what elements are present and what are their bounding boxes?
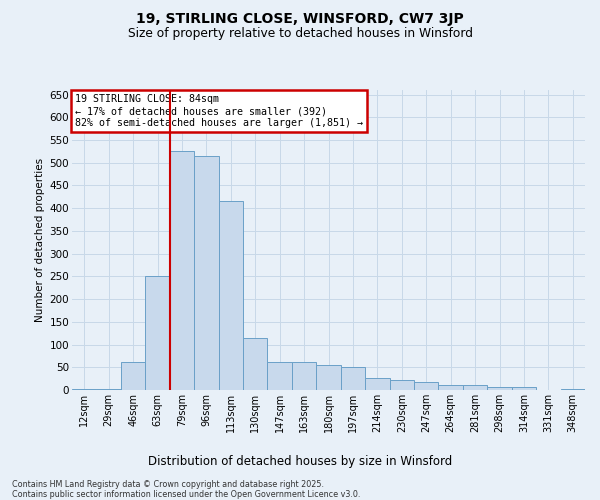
- Bar: [268, 362, 292, 390]
- Bar: [463, 386, 487, 390]
- Bar: [560, 389, 585, 390]
- Bar: [414, 382, 439, 390]
- Bar: [292, 362, 316, 390]
- Bar: [243, 338, 268, 390]
- Bar: [194, 156, 218, 390]
- Text: Distribution of detached houses by size in Winsford: Distribution of detached houses by size …: [148, 454, 452, 468]
- Bar: [487, 387, 512, 390]
- Bar: [316, 365, 341, 390]
- Bar: [170, 152, 194, 390]
- Text: Size of property relative to detached houses in Winsford: Size of property relative to detached ho…: [128, 28, 473, 40]
- Bar: [512, 387, 536, 390]
- Bar: [218, 202, 243, 390]
- Bar: [121, 362, 145, 390]
- Bar: [97, 389, 121, 390]
- Text: 19, STIRLING CLOSE, WINSFORD, CW7 3JP: 19, STIRLING CLOSE, WINSFORD, CW7 3JP: [136, 12, 464, 26]
- Bar: [365, 378, 389, 390]
- Bar: [72, 389, 97, 390]
- Bar: [341, 368, 365, 390]
- Bar: [439, 384, 463, 390]
- Text: 19 STIRLING CLOSE: 84sqm
← 17% of detached houses are smaller (392)
82% of semi-: 19 STIRLING CLOSE: 84sqm ← 17% of detach…: [74, 94, 362, 128]
- Bar: [145, 276, 170, 390]
- Bar: [389, 380, 414, 390]
- Y-axis label: Number of detached properties: Number of detached properties: [35, 158, 46, 322]
- Text: Contains HM Land Registry data © Crown copyright and database right 2025.
Contai: Contains HM Land Registry data © Crown c…: [12, 480, 361, 499]
